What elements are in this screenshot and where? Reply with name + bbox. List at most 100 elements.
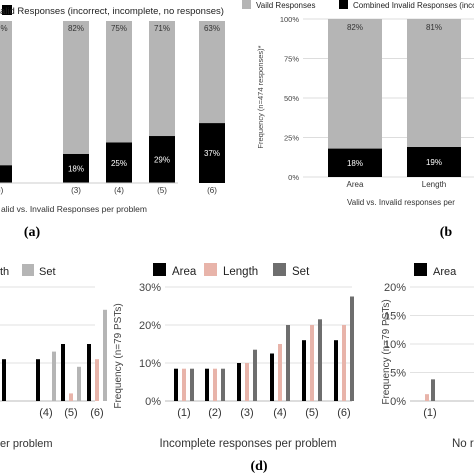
bar-a-valid-4 <box>199 21 225 124</box>
label-b-invalid-area: 18% <box>347 159 363 168</box>
legend-d: Area Length Set <box>153 263 310 278</box>
e-ytick-3: 15% <box>384 311 406 323</box>
ytick-b-1: 25% <box>284 134 299 143</box>
ticks-d: 0% 10% 20% 30% (1) (2) (3) (4) (5) (6) <box>139 282 351 419</box>
legend-b-swatch-invalid <box>339 0 348 9</box>
ytick-b-4: 100% <box>280 15 300 24</box>
c-bar-area-6 <box>87 344 91 401</box>
tick-a-4: (6) <box>207 186 217 195</box>
bar-a-invalid-1 <box>63 153 89 183</box>
ylabel-e: Frequency (n=79 PSTs) <box>381 299 392 404</box>
ticks-b: 0% 25% 50% 75% 100% Area Length <box>280 15 446 189</box>
c-xtick-4: (4) <box>39 407 52 419</box>
legend-c-swatch-set <box>22 264 34 276</box>
bar-b-valid-area <box>328 19 382 149</box>
d-bar-length-2 <box>213 368 217 401</box>
d-xtick-4: (4) <box>273 407 286 419</box>
d-bar-length-1 <box>182 368 186 401</box>
bar-b-invalid-length <box>407 146 461 177</box>
d-xtick-2: (2) <box>208 407 221 419</box>
d-bar-area-2 <box>205 368 209 401</box>
e-bar-length-1 <box>425 394 429 401</box>
label-a-invalid-4: 37% <box>204 149 220 158</box>
c-bar-length-5 <box>69 393 73 401</box>
d-bar-area-1 <box>174 368 178 401</box>
ytick-b-0: 0% <box>288 173 299 182</box>
d-ytick-0: 0% <box>145 396 161 408</box>
label-b-valid-area: 82% <box>347 23 363 32</box>
d-ytick-3: 30% <box>139 282 161 294</box>
legend-d-swatch-area <box>153 263 166 276</box>
legend-b-swatch-valid <box>242 0 251 9</box>
tick-a-1: (3) <box>71 186 81 195</box>
ylabel-b: Frequency (n=474 responses)* <box>256 45 265 148</box>
e-ytick-4: 20% <box>384 282 406 294</box>
label-a-valid-1: 82% <box>68 24 84 33</box>
bar-a-valid-3 <box>149 21 175 137</box>
xlabel-c: er problem <box>0 438 53 450</box>
bars-c <box>2 309 107 401</box>
tick-a-first: )) <box>0 186 4 195</box>
ylabel-d: Frequency (n=79 PSTs) <box>113 303 124 408</box>
legend-b-label-valid: Vaild Responses <box>256 1 315 10</box>
d-bar-area-3 <box>237 363 241 401</box>
d-bar-set-3 <box>253 349 257 401</box>
d-xtick-1: (1) <box>177 407 190 419</box>
bars-a: % 18% 82% 25% 75% 29% 71% 37% 63% <box>0 21 225 183</box>
caption-d: (d) <box>250 459 267 474</box>
legend-a-swatch <box>2 5 12 15</box>
d-bar-set-5 <box>318 319 322 401</box>
d-ytick-2: 20% <box>139 320 161 332</box>
c-bar-area-5 <box>61 344 65 401</box>
bar-a-valid-1 <box>63 21 89 154</box>
d-bar-length-5 <box>310 325 314 401</box>
label-a-invalid-2: 25% <box>111 159 127 168</box>
label-a-valid-2: 75% <box>111 24 127 33</box>
label-a-valid-4: 63% <box>204 24 220 33</box>
bar-b-valid-length <box>407 19 461 147</box>
e-ytick-0: 0% <box>390 396 406 408</box>
d-ytick-1: 10% <box>139 358 161 370</box>
xlabel-b: Valid vs. Invalid responses per <box>347 198 455 207</box>
c-xtick-5: (5) <box>64 407 77 419</box>
c-bar-set-5 <box>77 366 81 401</box>
legend-c-label-length: th <box>0 266 9 278</box>
legend-a-label: alid Responses (incorrect, incomplete, n… <box>0 6 224 17</box>
legend-d-label-length: Length <box>223 266 258 278</box>
grid-e <box>410 286 474 402</box>
e-ytick-1: 5% <box>390 368 406 380</box>
legend-d-swatch-set <box>273 263 286 276</box>
c-bar-area-3 <box>2 359 6 401</box>
c-xtick-6: (6) <box>90 407 103 419</box>
panel-e: Area Frequency (n=79 PSTs) 0% 5% 10% 15% 20%… <box>381 263 474 450</box>
label-a-valid-3: 71% <box>154 24 170 33</box>
bars-b: 18% 82% 19% 81% <box>328 19 461 177</box>
bar-a-invalid-0 <box>0 165 12 183</box>
ticks-c: (4) (5) (6) <box>39 407 103 419</box>
panel-a: alid Responses (incorrect, incomplete, n… <box>0 5 225 240</box>
d-bar-length-6 <box>342 325 346 401</box>
d-bar-area-6 <box>334 340 338 401</box>
bar-a-invalid-3 <box>149 136 175 183</box>
bar-a-invalid-2 <box>106 142 132 183</box>
legend-c-label-set: Set <box>39 266 56 278</box>
legend-b-label-invalid: Combined Invalid Responses (incorrect, i… <box>353 1 474 10</box>
legend-e-swatch-area <box>414 263 427 276</box>
d-bar-length-4 <box>278 344 282 401</box>
label-b-valid-length: 81% <box>426 23 442 32</box>
legend-e-label-area: Area <box>433 266 457 278</box>
xlabel-e: No r <box>452 438 474 450</box>
c-bar-length-6 <box>95 359 99 401</box>
d-xtick-3: (3) <box>240 407 253 419</box>
legend-d-swatch-length <box>204 263 217 276</box>
bars-e <box>425 379 435 401</box>
panel-c: th Set (4) (5) (6) er problem <box>0 264 107 450</box>
e-bar-set-1 <box>431 379 435 401</box>
c-bar-set-4 <box>52 351 56 401</box>
xtick-b-length: Length <box>422 180 446 189</box>
legend-d-label-set: Set <box>292 266 310 278</box>
grid-c <box>0 286 95 402</box>
label-b-invalid-length: 19% <box>426 158 442 167</box>
ytick-b-2: 50% <box>284 94 299 103</box>
